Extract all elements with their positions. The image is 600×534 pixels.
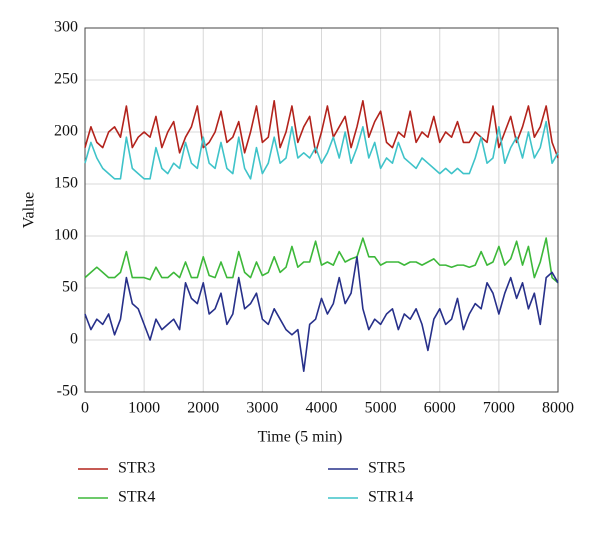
x-tick-label: 6000: [424, 400, 456, 417]
series-line: [84, 120, 559, 180]
y-tick-label: 250: [54, 71, 78, 88]
legend-label: STR14: [368, 489, 413, 506]
y-tick-label: 100: [54, 227, 78, 244]
y-axis-label: Value: [21, 192, 38, 228]
series-line: [84, 237, 559, 284]
legend-label: STR4: [118, 489, 155, 506]
x-tick-label: 4000: [306, 400, 338, 417]
x-tick-label: 3000: [246, 400, 278, 417]
legend-label: STR5: [368, 460, 405, 477]
y-tick-label: -50: [57, 383, 78, 400]
plot-frame: [84, 27, 559, 393]
x-tick-label: 2000: [187, 400, 219, 417]
series-line: [84, 100, 559, 159]
y-tick-label: 200: [54, 123, 78, 140]
y-tick-label: 150: [54, 175, 78, 192]
y-tick-label: 300: [54, 19, 78, 36]
x-tick-label: 0: [81, 400, 89, 417]
y-tick-label: 50: [62, 279, 78, 296]
series-line: [84, 255, 559, 373]
x-tick-label: 5000: [365, 400, 397, 417]
x-tick-label: 8000: [542, 400, 574, 417]
legend-label: STR3: [118, 460, 155, 477]
x-tick-label: 7000: [483, 400, 515, 417]
y-tick-label: 0: [70, 331, 78, 348]
x-tick-label: 1000: [128, 400, 160, 417]
x-axis-label: Time (5 min): [258, 429, 343, 446]
